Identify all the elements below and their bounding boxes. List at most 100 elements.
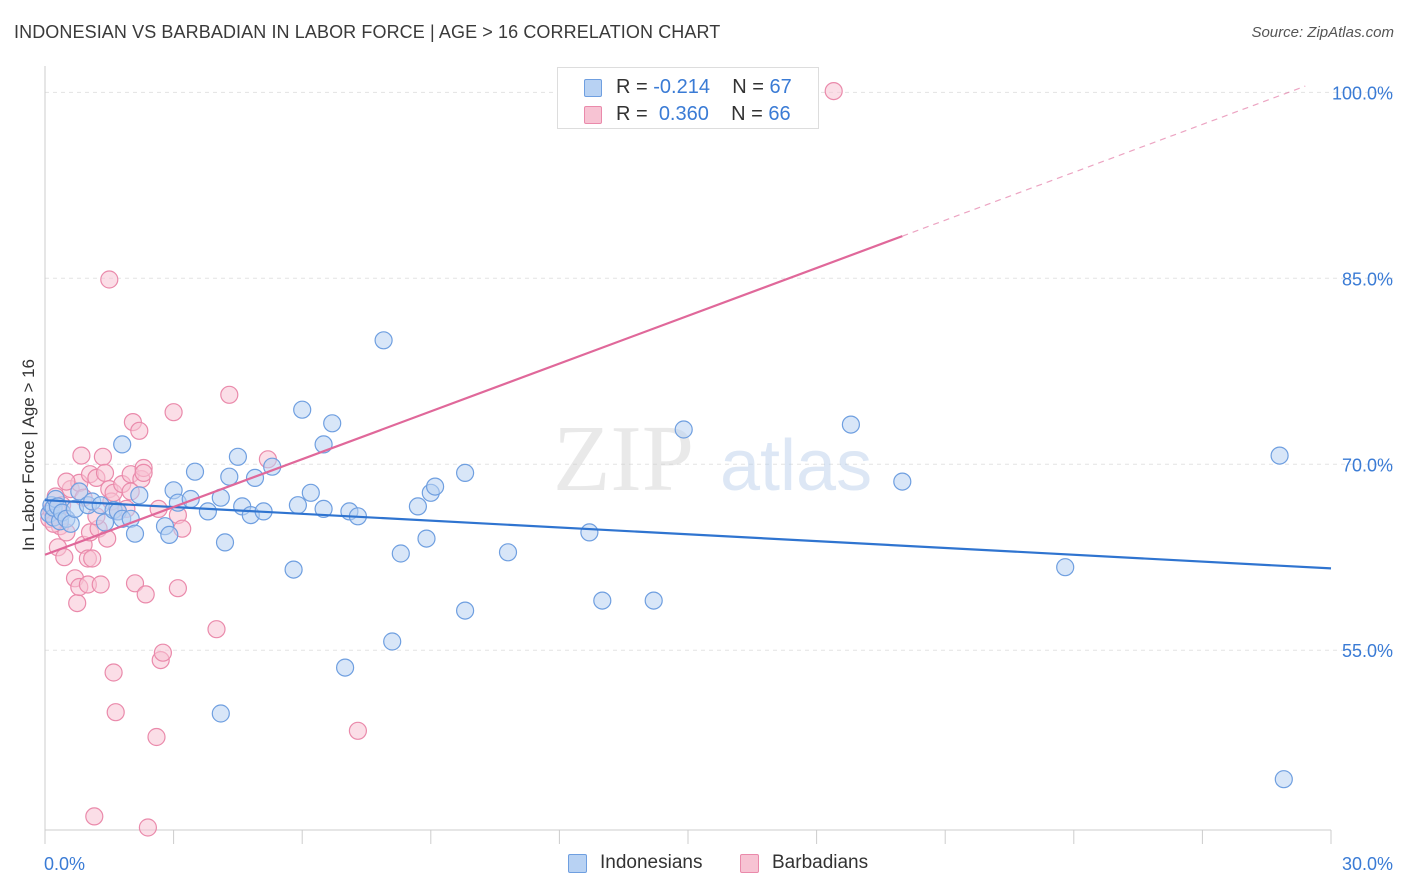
data-point — [125, 524, 145, 543]
data-point — [147, 727, 166, 747]
data-point — [72, 446, 91, 465]
data-point — [134, 463, 153, 482]
data-point — [644, 591, 663, 610]
data-point — [211, 704, 230, 723]
data-point — [125, 574, 145, 593]
y-tick-label: 100.0% — [1332, 83, 1393, 103]
data-point — [323, 414, 342, 433]
tick-labels: 100.0% 85.0% 70.0% 55.0% 0.0% 30.0% — [44, 83, 1393, 874]
data-point — [153, 643, 172, 662]
x-tick-label: 30.0% — [1342, 854, 1393, 874]
data-point — [456, 601, 475, 620]
data-point — [198, 502, 217, 521]
indonesians-points — [40, 331, 1293, 789]
data-point — [336, 658, 355, 677]
data-point — [70, 482, 89, 501]
y-tick-label: 55.0% — [1342, 641, 1393, 661]
data-point — [1270, 446, 1289, 465]
data-point — [674, 420, 693, 439]
data-point — [383, 632, 402, 651]
data-point — [160, 525, 179, 545]
watermark-zip: ZIP — [553, 407, 694, 511]
watermark-atlas: atlas — [720, 426, 872, 506]
data-point — [374, 331, 393, 350]
source-label: Source: ZipAtlas.com — [1251, 24, 1394, 41]
data-point — [138, 818, 157, 837]
data-point — [1056, 558, 1075, 577]
data-point — [288, 496, 307, 515]
trend-lines — [44, 85, 1332, 570]
data-point — [228, 447, 247, 466]
data-point — [893, 472, 912, 491]
barbadians-swatch — [584, 106, 602, 124]
data-point — [841, 415, 861, 434]
data-point — [95, 513, 115, 532]
n-label: N = — [732, 76, 764, 98]
data-point — [61, 514, 80, 533]
barbadians-n-value: 66 — [768, 103, 791, 125]
data-point — [83, 549, 102, 568]
indonesians-legend-label: Indonesians — [600, 852, 703, 873]
data-point — [130, 486, 149, 505]
data-point — [580, 523, 599, 542]
indonesians-n-value: 67 — [769, 76, 792, 98]
data-point — [293, 400, 312, 419]
data-point — [113, 435, 132, 454]
indonesians-legend-swatch — [568, 854, 587, 873]
data-point — [136, 585, 155, 604]
correlation-legend: R = -0.214 N = 67 R = 0.360 N = 66 — [557, 67, 819, 129]
data-point — [314, 499, 333, 518]
data-point — [104, 663, 123, 682]
data-point — [68, 593, 87, 613]
x-tick-label: 0.0% — [44, 854, 85, 874]
data-point — [456, 463, 475, 482]
gridlines — [45, 91, 1393, 651]
data-point — [498, 543, 518, 562]
data-point — [91, 575, 110, 594]
data-point — [1274, 770, 1293, 789]
indonesians-swatch — [584, 79, 602, 97]
data-point — [57, 472, 76, 491]
indonesians-trend-line — [44, 499, 1332, 570]
axes — [44, 66, 1332, 844]
r-label: R = — [616, 76, 648, 98]
data-point — [215, 533, 235, 552]
barbadians-trend-extension — [902, 85, 1306, 237]
data-point — [417, 529, 436, 548]
r-label: R = — [616, 103, 648, 125]
data-point — [426, 477, 445, 496]
data-point — [93, 447, 113, 466]
chart-title: INDONESIAN VS BARBADIAN IN LABOR FORCE |… — [14, 22, 721, 42]
indonesians-r-value: -0.214 — [653, 76, 710, 98]
data-point — [85, 807, 104, 826]
data-point — [301, 483, 320, 502]
watermark: ZIP atlas — [553, 407, 872, 511]
barbadians-legend-swatch — [740, 854, 759, 873]
data-point — [168, 579, 187, 598]
data-point — [824, 81, 843, 101]
y-tick-label: 70.0% — [1342, 455, 1393, 475]
data-point — [95, 463, 115, 482]
data-point — [348, 721, 367, 740]
data-point — [220, 385, 239, 404]
data-point — [284, 560, 303, 579]
data-point — [106, 703, 125, 722]
data-point — [408, 497, 427, 516]
data-point — [185, 462, 205, 481]
barbadians-r-value: 0.360 — [658, 103, 709, 125]
y-tick-label: 85.0% — [1342, 269, 1393, 289]
data-point — [207, 620, 226, 639]
data-point — [55, 548, 74, 567]
n-label: N = — [731, 103, 763, 125]
barbadians-trend-line — [44, 235, 903, 556]
data-point — [130, 421, 149, 440]
y-axis-label: In Labor Force | Age > 16 — [19, 359, 38, 551]
data-point — [220, 467, 239, 486]
data-point — [391, 544, 410, 563]
data-point — [593, 591, 612, 610]
data-point — [245, 468, 265, 487]
data-point — [164, 403, 183, 422]
barbadians-legend-label: Barbadians — [772, 852, 869, 873]
data-point — [100, 270, 119, 289]
